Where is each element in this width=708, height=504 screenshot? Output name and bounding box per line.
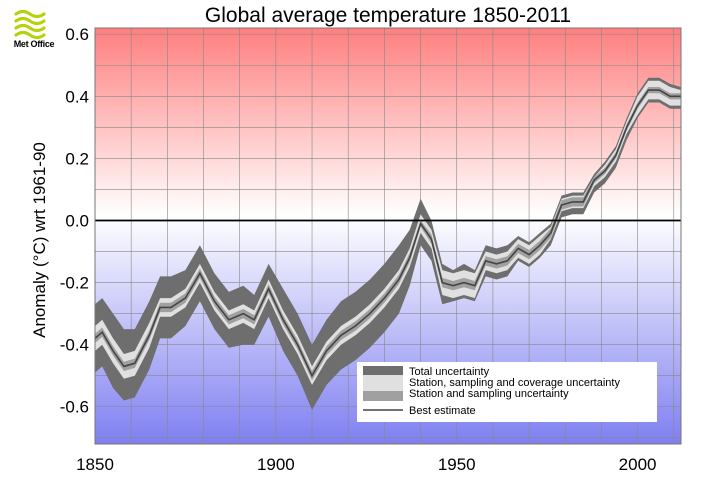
y-tick-label: -0.6 xyxy=(60,398,89,417)
y-tick-label: -0.2 xyxy=(60,274,89,293)
y-tick-label: 0.4 xyxy=(65,87,89,106)
legend-box xyxy=(357,362,657,422)
legend-swatch-coverage xyxy=(363,375,403,391)
best-estimate-layer xyxy=(94,89,681,378)
x-tick-label: 2000 xyxy=(619,455,657,474)
x-tick-label: 1950 xyxy=(438,455,476,474)
y-tick-label: 0.2 xyxy=(65,149,89,168)
chart-title: Global average temperature 1850-2011 xyxy=(205,4,571,27)
legend-label: Station and sampling uncertainty xyxy=(409,388,569,400)
coverage-uncertainty-band xyxy=(95,80,681,386)
total-uncertainty-band xyxy=(95,77,681,410)
met-office-logo: Met Office xyxy=(4,6,64,52)
best-estimate-line xyxy=(94,89,681,378)
uncertainty-bands xyxy=(95,77,681,410)
x-tick-label: 1850 xyxy=(76,455,114,474)
legend-label: Best estimate xyxy=(409,405,476,417)
legend-label: Station, sampling and coverage uncertain… xyxy=(409,377,620,389)
y-tick-label: 0.0 xyxy=(65,211,89,230)
x-tick-label: 1900 xyxy=(257,455,295,474)
logo-text: Met Office xyxy=(13,39,55,49)
y-tick-label: -0.4 xyxy=(60,336,89,355)
y-tick-label: 0.6 xyxy=(65,25,89,44)
met-office-waves-icon xyxy=(14,9,46,40)
y-axis-label: Anomaly (°C) wrt 1961-90 xyxy=(30,142,49,338)
axes: 0.6 0.4 0.2 0.0 -0.2 -0.4 -0.6 1850 1900 1950 2000 xyxy=(60,25,682,474)
plot-frame xyxy=(94,27,682,445)
legend-label: Total uncertainty xyxy=(409,366,490,378)
legend-swatch-sampling xyxy=(363,391,403,401)
